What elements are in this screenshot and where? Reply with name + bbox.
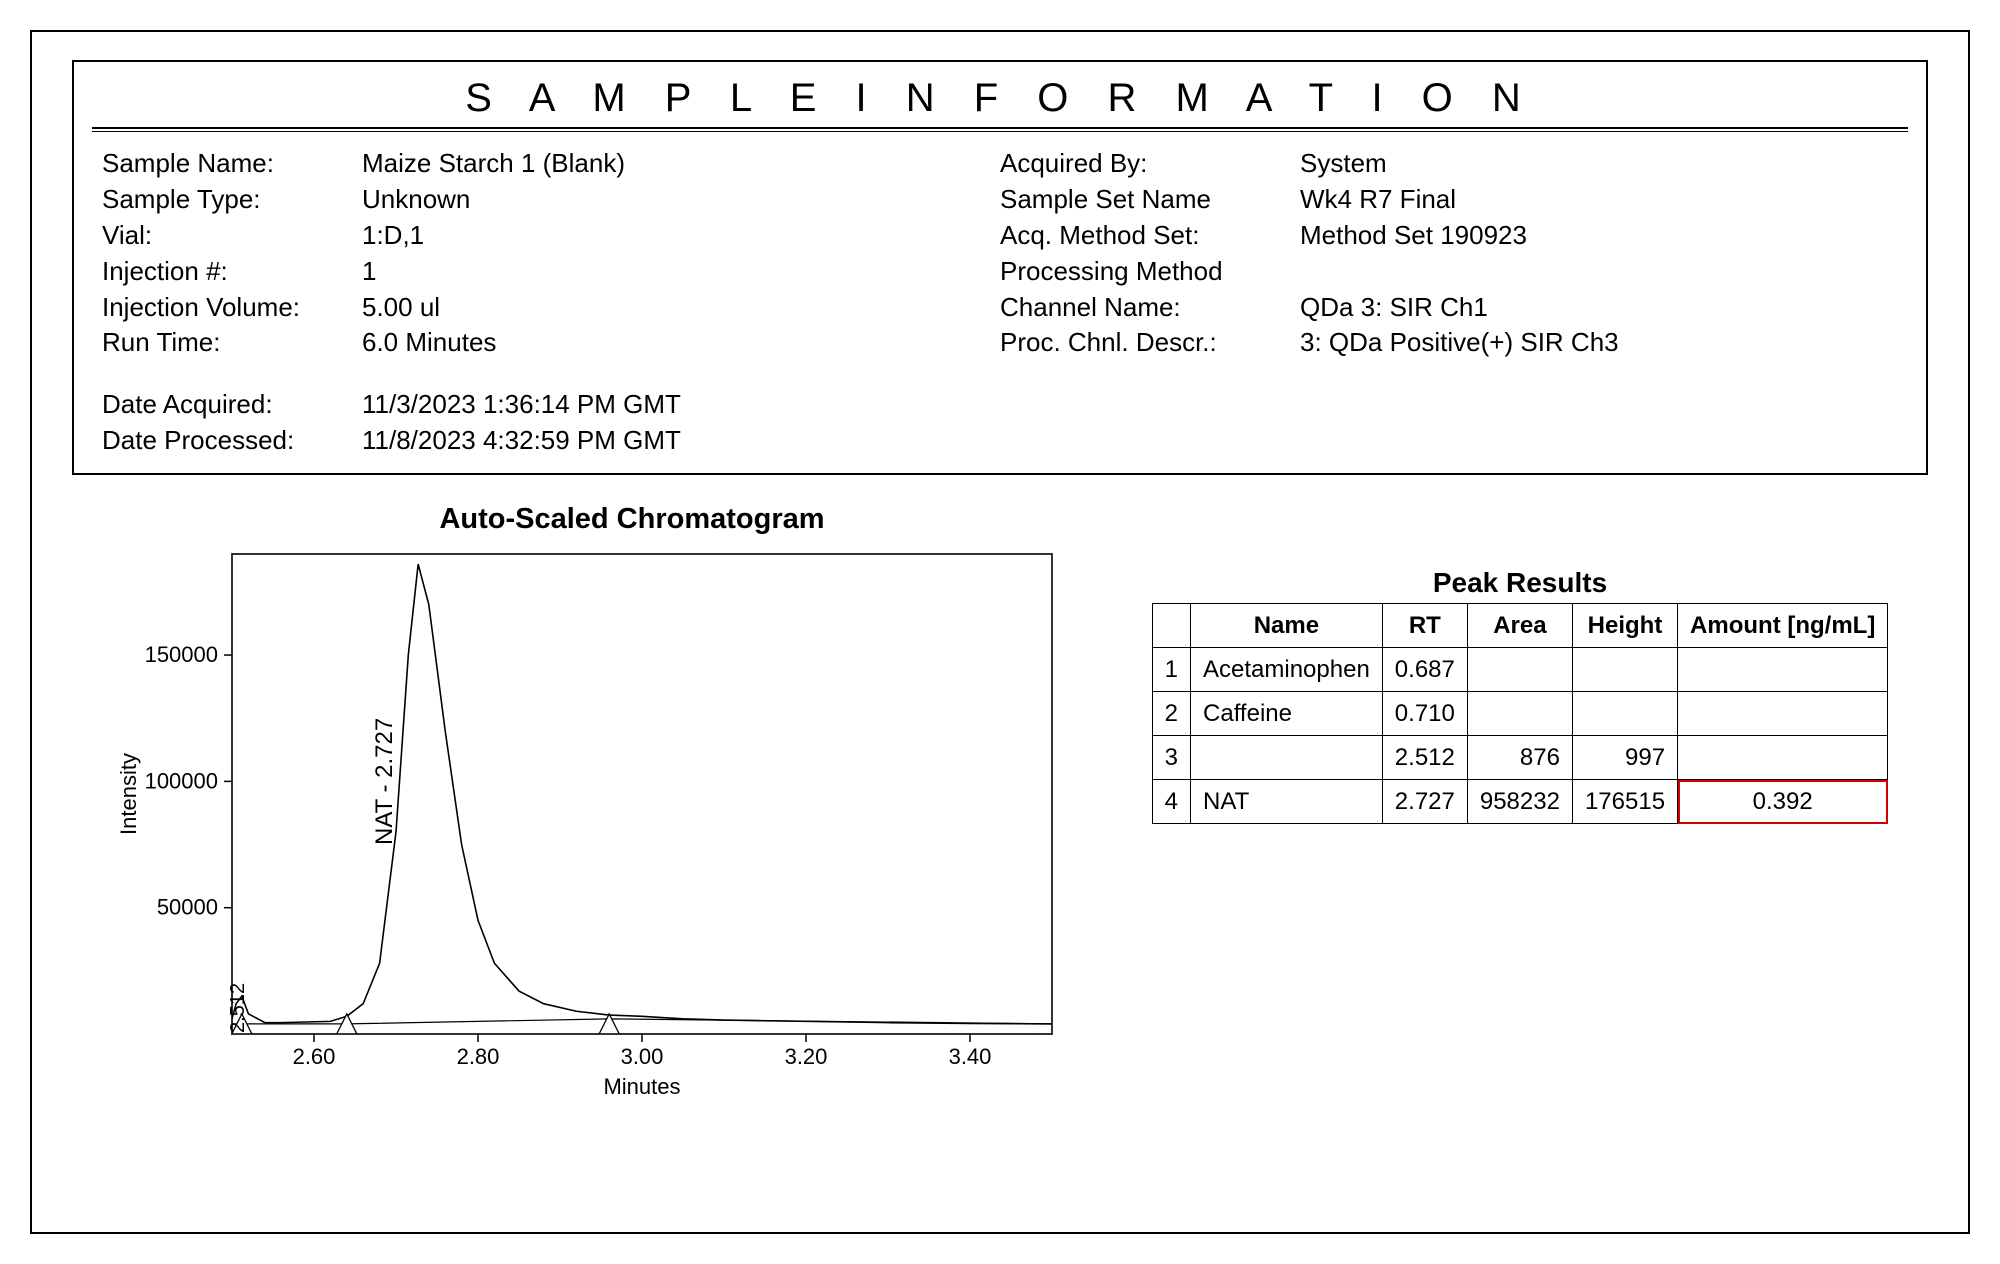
table-cell [1678,648,1888,692]
field-label: Run Time: [102,325,362,361]
field-value: 5.00 ul [362,290,440,326]
field-label: Sample Type: [102,182,362,218]
table-cell: Caffeine [1191,692,1383,736]
table-cell [1467,648,1572,692]
svg-text:100000: 100000 [145,768,218,793]
col-header: Name [1191,604,1383,648]
field-label: Channel Name: [1000,290,1300,326]
field-value: 1 [362,254,376,290]
sample-info-right-column: Acquired By:System Sample Set NameWk4 R7… [1000,146,1898,459]
lower-region: Auto-Scaled Chromatogram 500001000001500… [72,503,1928,1104]
report-page: S A M P L E I N F O R M A T I O N Sample… [30,30,1970,1234]
table-cell: Acetaminophen [1191,648,1383,692]
field-value: System [1300,146,1387,182]
table-cell: 2.727 [1382,780,1467,824]
field-value: Maize Starch 1 (Blank) [362,146,625,182]
svg-text:50000: 50000 [157,895,218,920]
field-value: 11/8/2023 4:32:59 PM GMT [362,423,681,459]
svg-text:2.512: 2.512 [227,983,249,1033]
chromatogram-title: Auto-Scaled Chromatogram [112,503,1072,536]
field-value: Wk4 R7 Final [1300,182,1456,218]
table-cell [1678,692,1888,736]
table-cell: 2.512 [1382,736,1467,780]
sample-information-box: S A M P L E I N F O R M A T I O N Sample… [72,60,1928,475]
field-value: 3: QDa Positive(+) SIR Ch3 [1300,325,1619,361]
field-label: Injection #: [102,254,362,290]
field-value: 6.0 Minutes [362,325,496,361]
sample-info-left-column: Sample Name:Maize Starch 1 (Blank) Sampl… [102,146,1000,459]
table-cell: NAT [1191,780,1383,824]
chromatogram-plot: 50000 100000 150000 2.60 2.80 3.00 3.20 3.40 Min… [112,544,1072,1104]
table-header-row: Name RT Area Height Amount [ng/mL] [1152,604,1888,648]
col-header: Amount [ng/mL] [1678,604,1888,648]
field-label: Date Acquired: [102,387,362,423]
svg-text:2.80: 2.80 [457,1044,500,1069]
table-cell [1678,736,1888,780]
table-cell [1191,736,1383,780]
field-label: Acquired By: [1000,146,1300,182]
table-cell: 1 [1152,648,1190,692]
field-label: Sample Name: [102,146,362,182]
field-label: Proc. Chnl. Descr.: [1000,325,1300,361]
table-cell [1572,648,1677,692]
table-cell [1572,692,1677,736]
table-cell: 176515 [1572,780,1677,824]
svg-text:3.20: 3.20 [785,1044,828,1069]
table-cell: 997 [1572,736,1677,780]
divider [92,127,1908,132]
field-label: Processing Method [1000,254,1300,290]
field-value: 1:D,1 [362,218,424,254]
field-value: QDa 3: SIR Ch1 [1300,290,1488,326]
field-label: Sample Set Name [1000,182,1300,218]
sample-info-body: Sample Name:Maize Starch 1 (Blank) Sampl… [74,146,1926,473]
field-value: Method Set 190923 [1300,218,1527,254]
table-cell: 0.710 [1382,692,1467,736]
table-cell [1467,692,1572,736]
table-cell: 0.687 [1382,648,1467,692]
svg-text:2.60: 2.60 [293,1044,336,1069]
col-header [1152,604,1190,648]
field-label: Injection Volume: [102,290,362,326]
col-header: RT [1382,604,1467,648]
svg-text:Minutes: Minutes [603,1074,680,1099]
table-cell: 958232 [1467,780,1572,824]
col-header: Area [1467,604,1572,648]
svg-text:Intensity: Intensity [116,753,141,835]
svg-text:3.40: 3.40 [949,1044,992,1069]
field-label: Acq. Method Set: [1000,218,1300,254]
table-row: 1Acetaminophen0.687 [1152,648,1888,692]
chromatogram-block: Auto-Scaled Chromatogram 50000 100000 1500… [112,503,1072,1104]
table-cell: 4 [1152,780,1190,824]
peak-results-title: Peak Results [1112,567,1928,599]
table-cell: 876 [1467,736,1572,780]
peak-results-block: Peak Results Name RT Area Height Amount … [1112,567,1928,824]
table-row: 2Caffeine0.710 [1152,692,1888,736]
svg-text:3.00: 3.00 [621,1044,664,1069]
table-cell: 2 [1152,692,1190,736]
table-cell: 3 [1152,736,1190,780]
field-value: Unknown [362,182,470,218]
field-value: 11/3/2023 1:36:14 PM GMT [362,387,681,423]
field-label: Date Processed: [102,423,362,459]
col-header: Height [1572,604,1677,648]
table-row: 3 2.512876997 [1152,736,1888,780]
peak-results-table: Name RT Area Height Amount [ng/mL] 1Acet… [1152,603,1889,824]
svg-text:NAT - 2.727: NAT - 2.727 [371,718,398,845]
sample-info-title: S A M P L E I N F O R M A T I O N [74,62,1926,127]
field-label: Vial: [102,218,362,254]
table-cell: 0.392 [1678,780,1888,824]
svg-text:150000: 150000 [145,642,218,667]
table-row: 4NAT2.7279582321765150.392 [1152,780,1888,824]
